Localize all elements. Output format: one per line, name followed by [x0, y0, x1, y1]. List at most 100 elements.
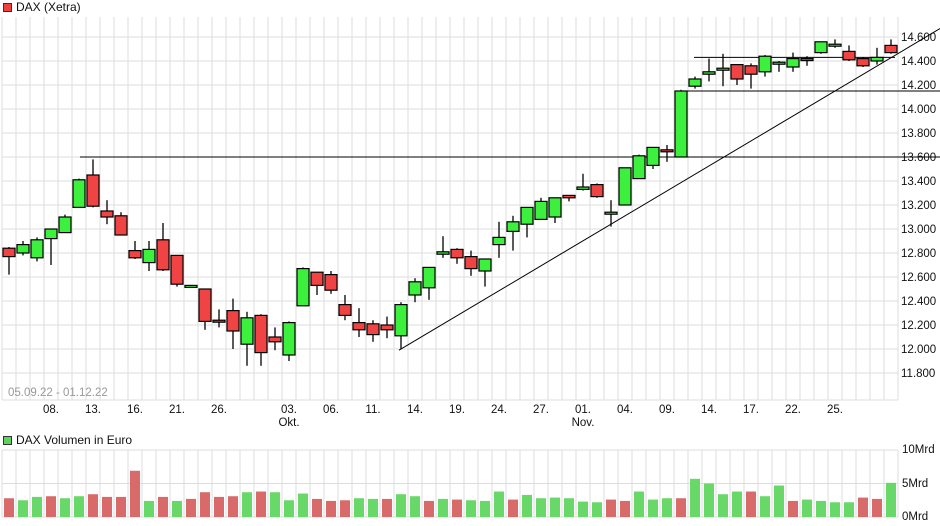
candle-up: [506, 221, 520, 233]
volume-bar: [354, 498, 364, 517]
volume-bar: [578, 501, 588, 517]
candle-up: [492, 236, 506, 246]
trend-line: [398, 28, 940, 351]
volume-bar: [186, 498, 196, 517]
x-axis-tick-label: 24.: [491, 404, 507, 416]
x-axis-tick-label: 09.: [659, 404, 675, 416]
candle-up: [702, 71, 716, 75]
candle-up: [142, 248, 156, 264]
candle-up: [282, 322, 296, 356]
candle-up: [786, 57, 800, 68]
volume-bar: [312, 498, 322, 517]
volume-bar: [130, 470, 140, 517]
candle-up: [436, 251, 450, 255]
volume-bar: [634, 491, 644, 517]
volume-bar: [270, 492, 280, 517]
candle-down: [352, 322, 366, 331]
x-axis-month-label: Okt.: [278, 417, 299, 429]
x-axis-tick-label: 16.: [127, 404, 143, 416]
volume-bar: [396, 494, 406, 517]
volume-bar: [116, 496, 126, 517]
candle-up: [618, 167, 632, 206]
candle-down: [884, 44, 898, 54]
volume-bar: [340, 500, 350, 517]
volume-bar: [46, 496, 56, 517]
volume-tick-label: 5Mrd: [902, 478, 928, 490]
candle-down: [170, 254, 184, 285]
y-axis-tick-label: 12.600: [901, 272, 936, 284]
volume-bar: [438, 498, 448, 517]
candle-down: [590, 184, 604, 198]
volume-bar: [746, 491, 756, 517]
x-axis-tick-label: 13.: [85, 404, 101, 416]
volume-bar: [298, 493, 308, 517]
volume-bar: [32, 496, 42, 517]
candle-up: [604, 211, 618, 215]
volume-bar: [242, 492, 252, 517]
candle-down: [254, 314, 268, 354]
y-axis-tick-label: 12.000: [901, 344, 936, 356]
y-axis-tick-label: 12.800: [901, 248, 936, 260]
volume-bar: [830, 502, 840, 517]
candle-up: [394, 304, 408, 337]
volume-bar: [256, 491, 266, 517]
volume-bar: [368, 498, 378, 517]
x-axis-tick-label: 01.: [575, 404, 591, 416]
candle-up: [674, 90, 688, 158]
candle-down: [744, 65, 758, 75]
y-axis-tick-label: 14.200: [901, 80, 936, 92]
candle-up: [520, 206, 534, 225]
x-axis-tick-label: 21.: [169, 404, 185, 416]
y-axis-tick-label: 13.600: [901, 152, 936, 164]
candle-up: [58, 216, 72, 234]
y-axis-tick-label: 14.600: [901, 32, 936, 44]
volume-bar: [60, 498, 70, 517]
candle-down: [562, 194, 576, 199]
x-axis-tick-label: 08.: [43, 404, 59, 416]
volume-bar: [718, 494, 728, 517]
volume-legend-swatch: [3, 435, 12, 445]
x-axis-tick-label: 14.: [701, 404, 717, 416]
date-range-label: 05.09.22 - 01.12.22: [8, 387, 108, 399]
volume-tick-label: 10Mrd: [902, 444, 935, 456]
candle-down: [856, 57, 870, 67]
candle-up: [44, 228, 58, 240]
volume-legend-label: DAX Volumen in Euro: [16, 433, 133, 447]
volume-bar: [228, 496, 238, 517]
candle-down: [226, 310, 240, 332]
candle-up: [772, 61, 786, 65]
candle-down: [86, 174, 100, 207]
volume-bar: [214, 496, 224, 517]
volume-bar: [592, 502, 602, 517]
candle-down: [450, 248, 464, 259]
y-axis-tick-label: 12.200: [901, 320, 936, 332]
volume-bar: [18, 500, 28, 517]
volume-bar: [858, 497, 868, 517]
volume-bar: [508, 499, 518, 517]
candle-up: [758, 55, 772, 73]
candle-down: [2, 247, 16, 258]
volume-bar: [424, 500, 434, 517]
volume-bar: [760, 496, 770, 517]
volume-bar: [88, 494, 98, 517]
candle-down: [212, 319, 226, 323]
x-axis-tick-label: 04.: [617, 404, 633, 416]
x-axis-tick-label: 06.: [323, 404, 339, 416]
volume-bar: [844, 502, 854, 517]
candle-down: [800, 57, 814, 62]
volume-bar: [158, 496, 168, 517]
candle-down: [156, 239, 170, 271]
candle-down: [338, 304, 352, 317]
candle-up: [716, 67, 730, 71]
candle-up: [814, 41, 828, 54]
volume-bar: [648, 499, 658, 517]
candle-up: [30, 239, 44, 259]
volume-bar: [774, 485, 784, 517]
candle-up: [576, 186, 590, 191]
candle-up: [72, 179, 86, 209]
volume-bar: [550, 497, 560, 517]
volume-bar: [872, 498, 882, 517]
x-axis-tick-label: 14.: [407, 404, 423, 416]
x-axis-tick-label: 27.: [533, 404, 549, 416]
